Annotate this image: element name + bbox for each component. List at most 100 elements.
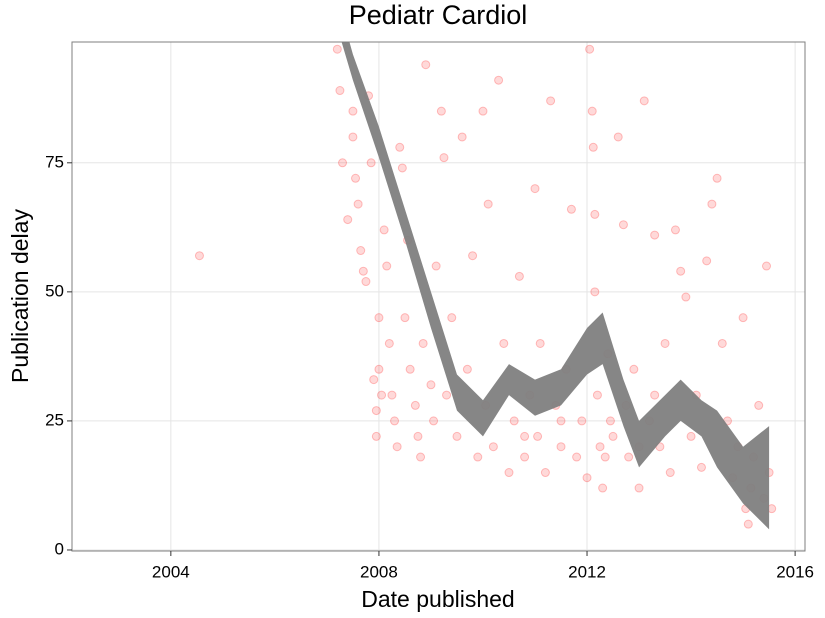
point — [608, 431, 618, 441]
point — [416, 452, 426, 462]
point — [598, 483, 608, 493]
point — [371, 431, 381, 441]
point — [369, 375, 379, 385]
panel — [72, 42, 805, 551]
point — [572, 452, 582, 462]
point — [436, 106, 446, 116]
point — [535, 338, 545, 348]
point — [338, 158, 348, 168]
point — [413, 431, 423, 441]
point — [670, 225, 680, 235]
point — [717, 338, 727, 348]
point — [374, 313, 384, 323]
point — [429, 416, 439, 426]
point — [410, 400, 420, 410]
point — [392, 442, 402, 452]
point — [366, 158, 376, 168]
point — [605, 416, 615, 426]
point — [397, 163, 407, 173]
point — [418, 338, 428, 348]
point — [379, 225, 389, 235]
point — [371, 406, 381, 416]
point — [754, 400, 764, 410]
point — [405, 364, 415, 374]
point — [676, 266, 686, 276]
point — [639, 96, 649, 106]
point — [504, 468, 514, 478]
point — [356, 246, 366, 256]
point — [590, 209, 600, 219]
point — [546, 96, 556, 106]
point — [478, 106, 488, 116]
x-tick-label: 2012 — [568, 562, 606, 581]
x-tick-label: 2016 — [776, 562, 814, 581]
point — [358, 266, 368, 276]
point — [499, 338, 509, 348]
point — [588, 142, 598, 152]
point — [332, 44, 342, 54]
point — [431, 261, 441, 271]
point — [556, 416, 566, 426]
point — [343, 215, 353, 225]
point — [473, 452, 483, 462]
point — [702, 256, 712, 266]
x-axis-label: Date published — [361, 586, 514, 612]
point — [488, 442, 498, 452]
point — [533, 431, 543, 441]
point — [520, 452, 530, 462]
point — [582, 473, 592, 483]
point — [468, 251, 478, 261]
point — [387, 390, 397, 400]
point — [382, 261, 392, 271]
point — [530, 184, 540, 194]
point — [566, 204, 576, 214]
point — [348, 132, 358, 142]
point — [384, 338, 394, 348]
point — [400, 313, 410, 323]
x-tick-label: 2004 — [152, 562, 190, 581]
point — [592, 390, 602, 400]
point — [452, 431, 462, 441]
point — [585, 44, 595, 54]
point — [624, 452, 634, 462]
point — [738, 313, 748, 323]
y-axis-label: Publication delay — [7, 209, 33, 383]
point — [681, 292, 691, 302]
point — [335, 86, 345, 96]
chart-title: Pediatr Cardiol — [349, 0, 528, 30]
point — [442, 390, 452, 400]
point — [650, 230, 660, 240]
point — [650, 390, 660, 400]
point — [361, 277, 371, 287]
y-tick-label: 50 — [45, 281, 64, 300]
point — [426, 380, 436, 390]
point — [462, 364, 472, 374]
point — [457, 132, 467, 142]
point — [351, 173, 361, 183]
point — [707, 199, 717, 209]
point — [590, 287, 600, 297]
y-tick-label: 25 — [45, 410, 64, 429]
point — [629, 364, 639, 374]
point — [577, 416, 587, 426]
point — [439, 153, 449, 163]
point — [390, 416, 400, 426]
point — [514, 271, 524, 281]
point — [595, 442, 605, 452]
point — [483, 199, 493, 209]
point — [634, 483, 644, 493]
point — [395, 142, 405, 152]
point — [600, 452, 610, 462]
point — [696, 462, 706, 472]
point — [665, 468, 675, 478]
panel-border — [71, 41, 806, 552]
point — [686, 431, 696, 441]
point — [613, 132, 623, 142]
point — [540, 468, 550, 478]
point — [374, 364, 384, 374]
point — [618, 220, 628, 230]
point — [762, 261, 772, 271]
plot-area — [194, 42, 777, 530]
point — [348, 106, 358, 116]
